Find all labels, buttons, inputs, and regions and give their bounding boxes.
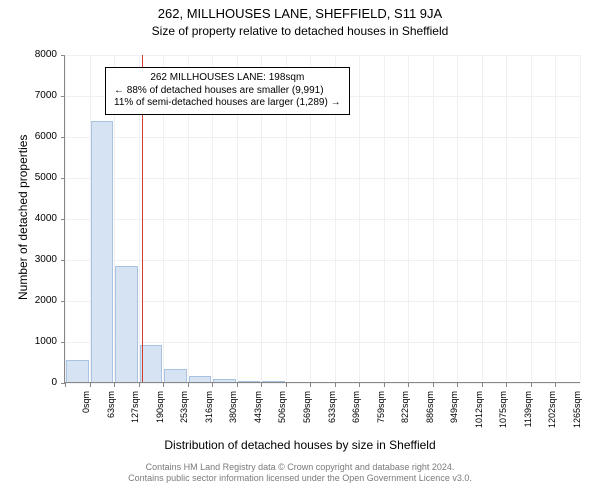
y-tick-mark: [61, 342, 65, 343]
grid-line-vertical: [531, 55, 532, 383]
x-tick-label: 949sqm: [449, 391, 459, 451]
annotation-line2: ← 88% of detached houses are smaller (9,…: [114, 85, 341, 98]
x-tick-label: 1139sqm: [523, 391, 533, 451]
x-tick-mark: [310, 383, 311, 387]
x-tick-label: 63sqm: [106, 391, 116, 451]
x-tick-label: 0sqm: [81, 391, 91, 451]
x-tick-label: 506sqm: [277, 391, 287, 451]
y-tick-mark: [61, 55, 65, 56]
x-tick-label: 380sqm: [228, 391, 238, 451]
footer: Contains HM Land Registry data © Crown c…: [0, 462, 600, 484]
x-tick-mark: [188, 383, 189, 387]
y-tick-mark: [61, 219, 65, 220]
y-tick-label: 5000: [0, 172, 57, 183]
x-tick-mark: [384, 383, 385, 387]
x-tick-mark: [261, 383, 262, 387]
grid-line-vertical: [457, 55, 458, 383]
x-tick-label: 569sqm: [302, 391, 312, 451]
grid-line-vertical: [384, 55, 385, 383]
grid-line-vertical: [65, 55, 66, 383]
x-tick-label: 1075sqm: [498, 391, 508, 451]
footer-line2: Contains public sector information licen…: [0, 473, 600, 484]
x-tick-label: 443sqm: [253, 391, 263, 451]
bar: [91, 121, 114, 383]
x-axis-line: [65, 382, 580, 383]
x-tick-mark: [457, 383, 458, 387]
x-tick-label: 1202sqm: [547, 391, 557, 451]
x-tick-mark: [555, 383, 556, 387]
x-tick-mark: [335, 383, 336, 387]
x-tick-mark: [408, 383, 409, 387]
y-tick-label: 6000: [0, 131, 57, 142]
x-tick-mark: [359, 383, 360, 387]
y-tick-label: 3000: [0, 254, 57, 265]
x-tick-mark: [506, 383, 507, 387]
x-tick-mark: [433, 383, 434, 387]
annotation-line3: 11% of semi-detached houses are larger (…: [114, 97, 341, 110]
y-tick-mark: [61, 301, 65, 302]
bar: [164, 369, 187, 383]
x-tick-label: 822sqm: [400, 391, 410, 451]
y-tick-label: 8000: [0, 49, 57, 60]
x-tick-label: 759sqm: [376, 391, 386, 451]
x-tick-mark: [482, 383, 483, 387]
footer-line1: Contains HM Land Registry data © Crown c…: [0, 462, 600, 473]
y-tick-mark: [61, 137, 65, 138]
x-tick-mark: [90, 383, 91, 387]
grid-line-vertical: [359, 55, 360, 383]
x-tick-label: 316sqm: [204, 391, 214, 451]
y-tick-mark: [61, 96, 65, 97]
grid-line-vertical: [555, 55, 556, 383]
x-tick-label: 253sqm: [179, 391, 189, 451]
x-tick-mark: [114, 383, 115, 387]
y-tick-label: 0: [0, 377, 57, 388]
grid-line-vertical: [408, 55, 409, 383]
y-tick-label: 2000: [0, 295, 57, 306]
grid-line-vertical: [506, 55, 507, 383]
chart-title-line2: Size of property relative to detached ho…: [0, 24, 600, 38]
x-tick-label: 1265sqm: [572, 391, 582, 451]
x-tick-label: 696sqm: [351, 391, 361, 451]
x-tick-label: 1012sqm: [474, 391, 484, 451]
x-tick-mark: [65, 383, 66, 387]
x-tick-label: 127sqm: [130, 391, 140, 451]
grid-line-horizontal: [65, 383, 580, 384]
y-tick-label: 4000: [0, 213, 57, 224]
x-tick-mark: [139, 383, 140, 387]
y-tick-mark: [61, 260, 65, 261]
bar: [115, 266, 138, 383]
grid-line-vertical: [580, 55, 581, 383]
x-tick-mark: [531, 383, 532, 387]
x-tick-mark: [286, 383, 287, 387]
grid-line-vertical: [482, 55, 483, 383]
bar: [66, 360, 89, 383]
x-tick-label: 190sqm: [155, 391, 165, 451]
x-tick-label: 633sqm: [327, 391, 337, 451]
y-tick-label: 7000: [0, 90, 57, 101]
x-tick-mark: [212, 383, 213, 387]
annotation-line1: 262 MILLHOUSES LANE: 198sqm: [114, 72, 341, 85]
x-tick-mark: [237, 383, 238, 387]
y-tick-label: 1000: [0, 336, 57, 347]
grid-line-vertical: [433, 55, 434, 383]
annotation-box: 262 MILLHOUSES LANE: 198sqm ← 88% of det…: [105, 67, 350, 115]
chart-title-line1: 262, MILLHOUSES LANE, SHEFFIELD, S11 9JA: [0, 6, 600, 21]
y-tick-mark: [61, 178, 65, 179]
x-tick-label: 886sqm: [425, 391, 435, 451]
x-tick-mark: [163, 383, 164, 387]
